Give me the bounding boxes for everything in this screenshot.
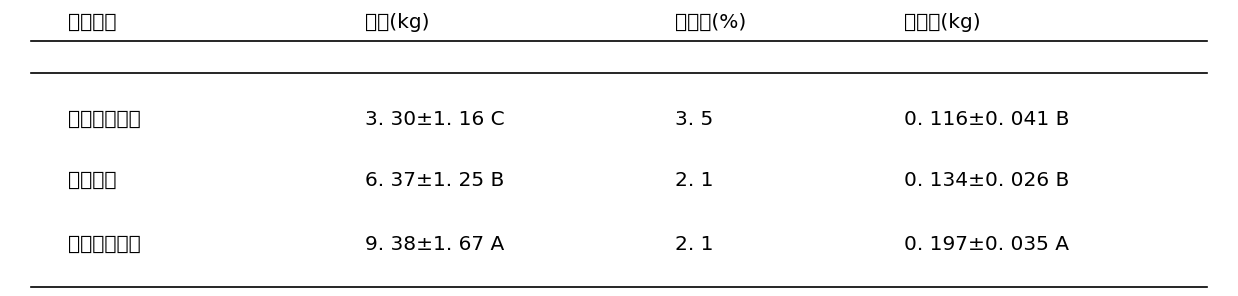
Text: 2. 1: 2. 1 — [675, 171, 713, 190]
Text: 0. 134±0. 026 B: 0. 134±0. 026 B — [904, 171, 1068, 190]
Text: 3. 30±1. 16 C: 3. 30±1. 16 C — [365, 110, 505, 129]
Text: 0. 197±0. 035 A: 0. 197±0. 035 A — [904, 235, 1068, 254]
Text: 剪大留小: 剪大留小 — [68, 171, 116, 190]
Text: 出油率(%): 出油率(%) — [675, 13, 747, 32]
Text: 9. 38±1. 67 A: 9. 38±1. 67 A — [365, 235, 504, 254]
Text: 3. 5: 3. 5 — [675, 110, 713, 129]
Text: 出油量(kg): 出油量(kg) — [904, 13, 980, 32]
Text: 2. 1: 2. 1 — [675, 235, 713, 254]
Text: 产量(kg): 产量(kg) — [365, 13, 430, 32]
Text: 采收方式: 采收方式 — [68, 13, 116, 32]
Text: 平茬代采技术: 平茬代采技术 — [68, 235, 141, 254]
Text: 6. 37±1. 25 B: 6. 37±1. 25 B — [365, 171, 504, 190]
Text: 采收小枝和叶: 采收小枝和叶 — [68, 110, 141, 129]
Text: 0. 116±0. 041 B: 0. 116±0. 041 B — [904, 110, 1070, 129]
